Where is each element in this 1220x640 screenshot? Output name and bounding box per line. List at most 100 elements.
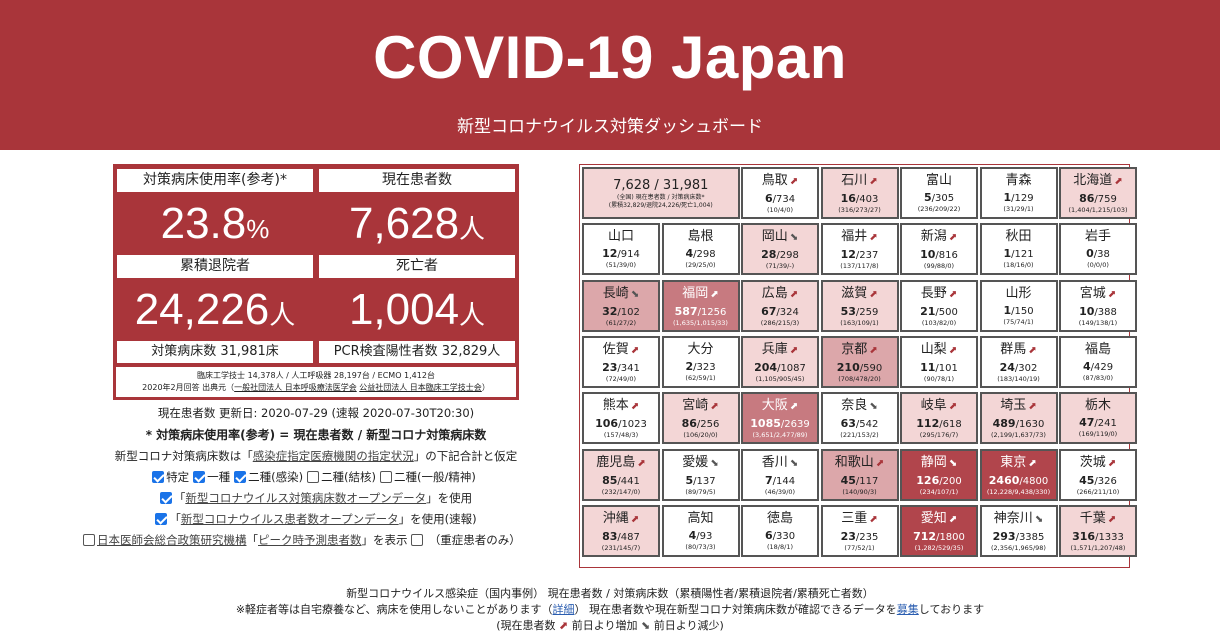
beds-opendata-link[interactable]: 新型コロナウイルス対策病床数オープンデータ [185,491,427,505]
prefecture-cell[interactable]: 青森 1/129 (31/29/1) [979,167,1058,219]
prefecture-cell[interactable]: 長野 ⬈ 21/500 (103/82/0) [900,279,978,332]
prefecture-name: 大分 [687,341,714,357]
prefecture-cell[interactable]: 福岡 ⬈ 587/1256 (1,635/1,015/33) [661,279,740,332]
prefecture-cumulative: (99/88/0) [923,262,955,271]
prefecture-cell[interactable]: 京都 ⬈ 210/590 (708/478/20) [820,335,899,388]
prefecture-cell[interactable]: 福島 4/429 (87/83/0) [1059,335,1137,388]
arrow-up-icon: ⬈ [789,176,799,187]
prefecture-cell[interactable]: 三重 ⬈ 23/235 (77/52/1) [820,504,899,557]
prefecture-cell[interactable]: 栃木 47/241 (169/119/0) [1059,392,1137,445]
prefecture-cell[interactable]: 佐賀 ⬈ 23/341 (72/49/0) [582,335,660,388]
prefecture-cell[interactable]: 神奈川 ⬊ 293/3385 (2,356/1,965/98) [979,504,1058,557]
prefecture-cell[interactable]: 岐阜 ⬈ 112/618 (295/176/7) [900,392,978,445]
prefecture-cell[interactable]: 岩手 0/38 (0/0/0) [1059,223,1137,276]
prefecture-cell[interactable]: 東京 ⬈ 2460/4800 (12,228/9,438/330) [979,448,1058,501]
prefecture-cell[interactable]: 山梨 ⬈ 11/101 (90/78/1) [900,335,978,388]
recruit-link[interactable]: 募集 [896,603,919,616]
prefecture-cell[interactable]: 山口 12/914 (51/39/0) [582,223,660,276]
prefecture-cumulative: (149/138/1) [1078,318,1118,327]
prefecture-name: 埼玉 ⬈ [1000,398,1037,414]
prefecture-name: 千葉 ⬈ [1079,510,1117,526]
source-link-jace[interactable]: 公益社団法人 日本臨床工学技士会 [359,383,482,392]
bed-type-checkbox[interactable] [152,471,165,483]
national-total-cell[interactable]: 7,628 / 31,981 (全国) 現在患者数 / 対策病床数* (累積32… [582,167,740,219]
jmari-checkbox[interactable] [83,534,95,546]
prefecture-cell[interactable]: 鳥取 ⬈ 6/734 (10/4/0) [741,167,819,219]
source-link-jsrcm[interactable]: 一般社団法人 日本呼吸療法医学会 [234,383,357,392]
peak-forecast-checkbox[interactable] [411,534,424,546]
patients-label: 現在患者数 [319,169,515,192]
prefecture-cell[interactable]: 宮城 ⬈ 10/388 (149/138/1) [1059,279,1137,332]
prefecture-name: 三重 ⬈ [841,510,878,526]
prefecture-cell[interactable]: 長崎 ⬊ 32/102 (61/27/2) [582,279,660,332]
prefecture-patients: 587/1256 [674,304,727,318]
prefecture-name: 群馬 ⬈ [1000,341,1037,357]
prefecture-cell[interactable]: 石川 ⬈ 16/403 (316/273/27) [820,167,899,219]
prefecture-cell[interactable]: 奈良 ⬊ 63/542 (221/153/2) [820,392,899,445]
prefecture-patients: 45/117 [840,473,879,487]
bed-type-checkbox[interactable] [193,471,206,483]
prefecture-cell[interactable]: 山形 1/150 (75/74/1) [979,279,1058,332]
prefecture-cell[interactable]: 島根 4/298 (29/25/0) [661,223,740,276]
prefecture-cell[interactable]: 徳島 6/330 (18/8/1) [741,504,819,557]
prefecture-name: 愛媛 ⬊ [682,454,719,470]
bed-type-option[interactable]: 二種(一般/精神) [380,470,476,484]
prefecture-cell[interactable]: 宮崎 ⬈ 86/256 (106/20/0) [661,392,740,445]
prefecture-cumulative: (29/25/0) [685,261,716,270]
bed-type-option[interactable]: 一種 [193,470,230,484]
prefecture-cell[interactable]: 香川 ⬊ 7/144 (46/39/0) [741,448,819,501]
prefecture-name: 秋田 [1005,229,1032,245]
prefecture-cell[interactable]: 高知 4/93 (80/73/3) [661,504,740,557]
patients-opendata-checkbox[interactable] [155,513,168,525]
prefecture-cell[interactable]: 茨城 ⬈ 45/326 (266/211/10) [1059,448,1137,501]
prefecture-cumulative: (708/478/20) [838,374,881,383]
prefecture-cell[interactable]: 和歌山 ⬈ 45/117 (140/90/3) [820,448,899,501]
prefecture-cell[interactable]: 愛媛 ⬊ 5/137 (89/79/5) [661,448,740,501]
bed-type-option[interactable]: 二種(感染) [234,470,303,484]
prefecture-patients: 10/816 [920,248,958,262]
patients-opendata-link[interactable]: 新型コロナウイルス患者数オープンデータ [180,512,399,526]
prefecture-cumulative: (232/147/0) [601,487,641,496]
prefecture-name: 高知 [687,510,714,526]
prefecture-cell[interactable]: 愛知 ⬈ 712/1800 (1,282/529/35) [900,504,978,557]
prefecture-cell[interactable]: 熊本 ⬈ 106/1023 (157/48/3) [582,392,660,445]
prefecture-cumulative: (169/119/0) [1078,430,1118,439]
prefecture-patients: 28/298 [761,248,799,262]
bed-type-option[interactable]: 特定 [152,470,189,484]
prefecture-cell[interactable]: 大分 2/323 (62/59/1) [661,335,740,388]
prefecture-cumulative: (18/8/1) [767,542,793,551]
prefecture-cell[interactable]: 新潟 ⬈ 10/816 (99/88/0) [900,223,978,276]
prefecture-cell[interactable]: 富山 5/305 (236/209/22) [900,167,978,219]
peak-forecast-link[interactable]: ピーク時予測患者数 [258,533,362,547]
prefecture-cell[interactable]: 兵庫 ⬈ 204/1087 (1,105/905/45) [741,335,819,388]
source-line: 2020年2月回答 出典元（一般社団法人 日本呼吸療法医学会 公益社団法人 日本… [142,383,490,392]
details-link[interactable]: 詳細 [552,603,575,616]
prefecture-cumulative: (2,356/1,965/98) [991,543,1046,552]
arrow-up-icon: ⬈ [710,288,719,300]
prefecture-cell[interactable]: 福井 ⬈ 12/237 (137/117/8) [820,223,899,276]
footer-note: ※軽症者等は自宅療養など、病床を使用しないことがあります（詳細） 現在患者数や現… [235,603,985,616]
prefecture-cell[interactable]: 岡山 ⬊ 28/298 (71/39/-) [741,223,819,276]
bed-type-checkbox[interactable] [234,471,247,483]
prefecture-cell[interactable]: 広島 ⬈ 67/324 (286/215/3) [741,279,819,332]
prefecture-cell[interactable]: 群馬 ⬈ 24/302 (183/140/19) [979,335,1058,388]
prefecture-cell[interactable]: 秋田 1/121 (18/16/0) [979,223,1058,276]
bed-type-checkbox[interactable] [380,471,393,483]
arrow-up-icon: ⬈ [1107,513,1117,525]
prefecture-cell[interactable]: 滋賀 ⬈ 53/259 (163/109/1) [820,279,899,332]
prefecture-name: 鹿児島 ⬈ [596,454,646,470]
prefecture-cumulative: (221/153/2) [840,431,879,440]
prefecture-cumulative: (157/48/3) [603,431,639,440]
prefecture-cell[interactable]: 埼玉 ⬈ 489/1630 (2,199/1,637/73) [979,392,1058,445]
prefecture-cell[interactable]: 北海道 ⬈ 86/759 (1,404/1,215/103) [1059,167,1137,219]
bed-type-option[interactable]: 二種(結核) [307,470,376,484]
beds-opendata-checkbox[interactable] [159,492,172,504]
prefecture-cell[interactable]: 静岡 ⬊ 126/200 (234/107/1) [900,448,978,501]
bed-type-checkbox[interactable] [307,471,320,483]
prefecture-cell[interactable]: 沖縄 ⬈ 83/487 (231/145/7) [582,504,660,557]
prefecture-cell[interactable]: 鹿児島 ⬈ 85/441 (232/147/0) [582,448,660,501]
designation-link[interactable]: 感染症指定医療機関の指定状況 [252,449,414,463]
jmari-link[interactable]: 日本医師会総合政策研究機構 [97,533,247,547]
prefecture-cell[interactable]: 千葉 ⬈ 316/1333 (1,571/1,207/48) [1059,504,1137,557]
prefecture-cell[interactable]: 大阪 ⬈ 1085/2639 (3,651/2,477/89) [741,392,819,445]
